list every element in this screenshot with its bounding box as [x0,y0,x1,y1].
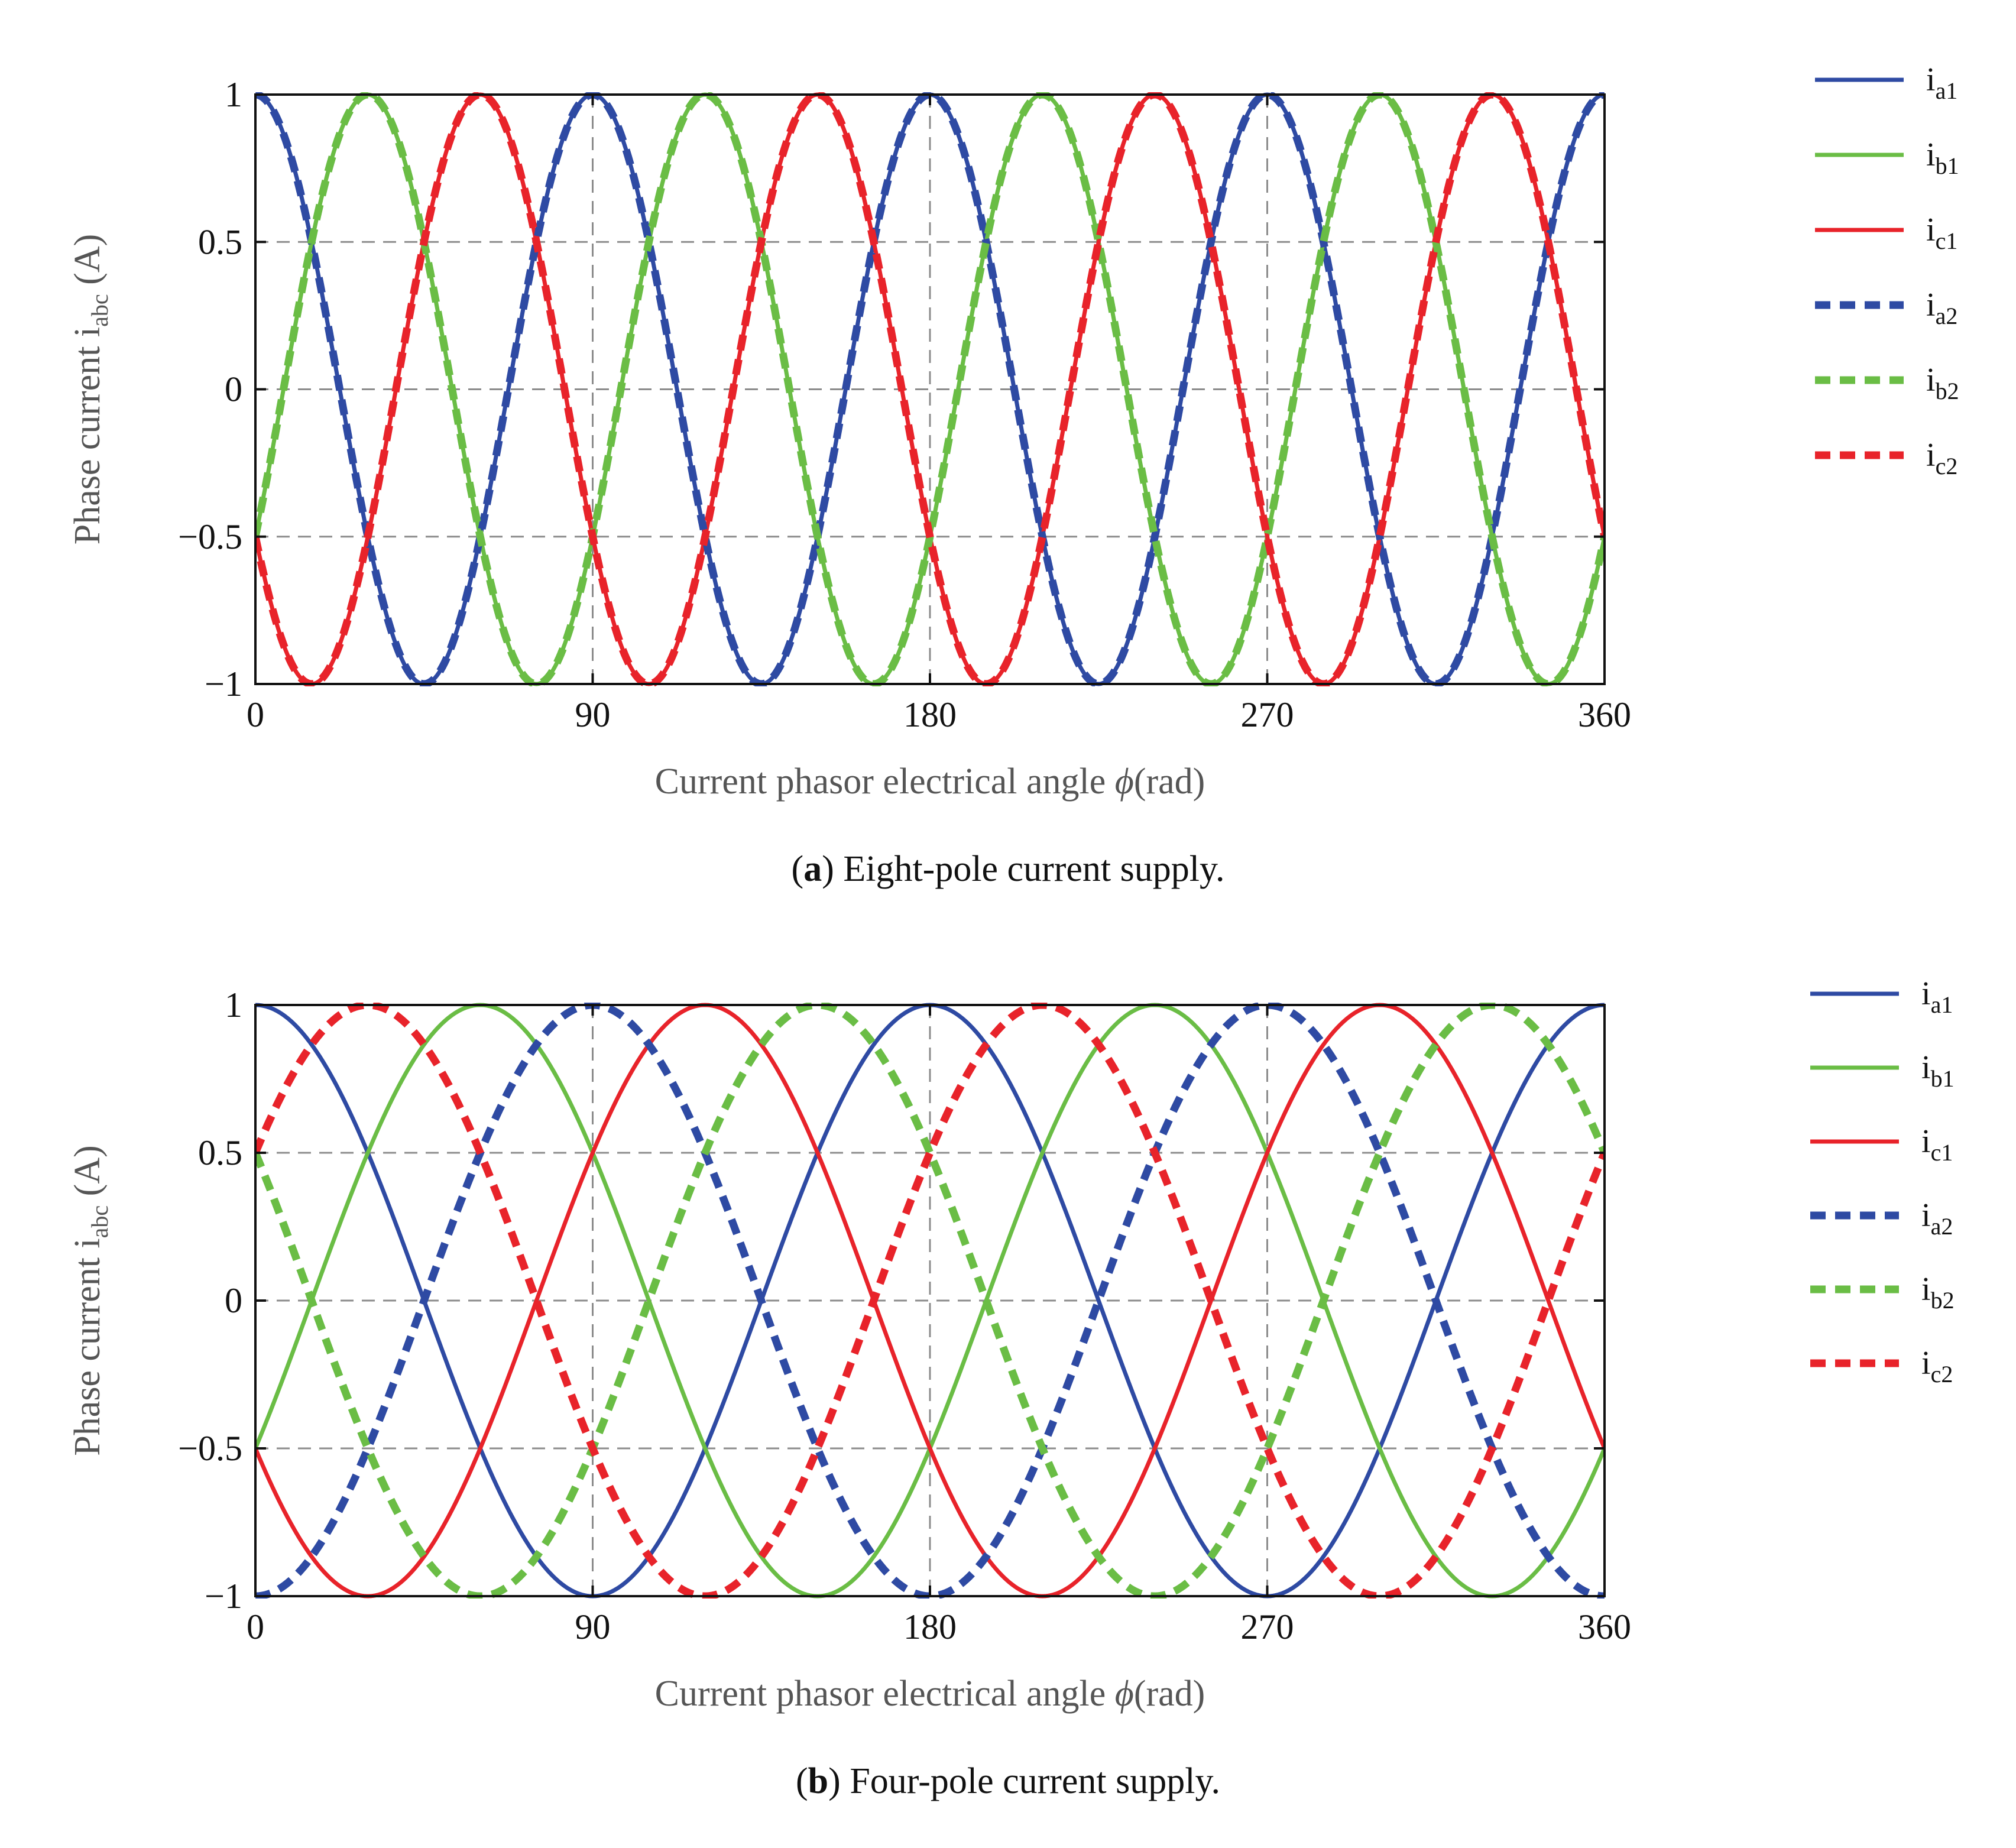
y-tick-label: 0.5 [198,1133,242,1172]
x-tick-label: 270 [1241,695,1294,734]
chart-panel-b: 1 0.5 0 −0.5 −1 0 90 180 270 360 Current phasor el… [0,910,2016,1848]
caption-letter-b: b [808,1761,829,1801]
x-tick-label: 0 [247,1607,264,1646]
caption-a: (a) Eight-pole current supply. [791,849,1225,889]
x-tick-label: 90 [575,695,611,734]
legend: ia1 ib1 ic1 ia2 ib2 ic2 [1815,61,1959,479]
caption-letter-a: a [803,849,822,889]
y-tick-label: −1 [205,664,242,703]
y-axis-title: Phase current iabc (A) [67,234,113,545]
y-tick-label: 0 [225,1281,242,1320]
legend-label-ia1: ia1 [1921,975,1953,1018]
legend: ia1 ib1 ic1 ia2 ib2 ic2 [1810,975,1955,1387]
legend-label-ib2: ib2 [1921,1271,1955,1314]
legend-label-ia2: ia2 [1926,287,1957,329]
x-tick-label: 270 [1241,1607,1294,1646]
legend-label-ib1: ib1 [1926,137,1959,179]
x-tick-label: 360 [1578,695,1631,734]
x-tick-label: 90 [575,1607,611,1646]
x-axis-title: Current phasor electrical angle ϕ(rad) [655,1674,1205,1714]
legend-label-ib2: ib2 [1926,362,1959,404]
y-tick-label: −1 [205,1577,242,1616]
x-tick-label: 180 [903,1607,957,1646]
y-axis-title: Phase current iabc (A) [67,1145,113,1456]
legend-label-ib1: ib1 [1921,1049,1955,1092]
x-tick-label: 0 [247,695,264,734]
x-axis-title: Current phasor electrical angle ϕ(rad) [655,761,1205,802]
legend-label-ic1: ic1 [1926,212,1957,254]
y-tick-label: 1 [225,985,242,1024]
y-tick-label: 1 [225,75,242,114]
legend-label-ia1: ia1 [1926,61,1957,104]
y-tick-label: −0.5 [178,1429,242,1468]
legend-label-ic2: ic2 [1921,1345,1953,1387]
x-tick-label: 180 [903,695,957,734]
legend-label-ic2: ic2 [1926,437,1957,479]
caption-text-b: Four-pole current supply. [840,1761,1220,1801]
legend-label-ia2: ia2 [1921,1197,1953,1240]
caption-text-a: Eight-pole current supply. [834,849,1225,889]
caption-b: (b) Four-pole current supply. [796,1761,1220,1801]
y-tick-label: 0 [225,370,242,409]
legend-label-ic1: ic1 [1921,1123,1953,1166]
x-tick-label: 360 [1578,1607,1631,1646]
y-tick-label: 0.5 [198,222,242,261]
y-tick-label: −0.5 [178,517,242,556]
chart-panel-a: 1 0.5 0 −0.5 −1 0 90 180 270 360 Current phasor el… [0,0,2016,910]
series-line-ic2 [255,92,1605,686]
series-line-ic2 [255,1003,1605,1599]
